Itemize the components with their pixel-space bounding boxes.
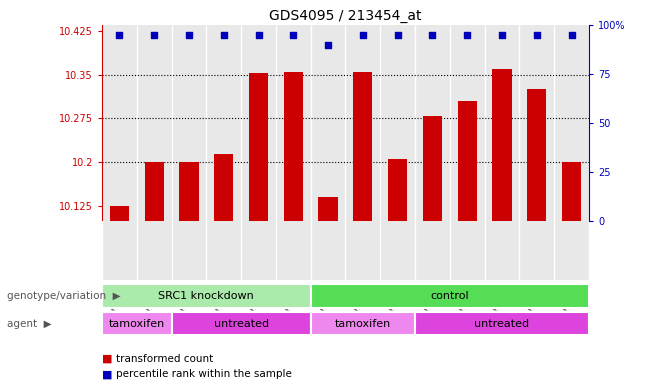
Bar xyxy=(172,312,311,335)
Text: agent  ▶: agent ▶ xyxy=(7,318,51,329)
Point xyxy=(253,32,264,38)
Bar xyxy=(415,312,589,335)
Bar xyxy=(180,162,199,221)
Text: untreated: untreated xyxy=(214,318,268,329)
Point xyxy=(497,32,507,38)
Point xyxy=(532,32,542,38)
Text: untreated: untreated xyxy=(474,318,530,329)
Bar xyxy=(249,73,268,221)
Text: tamoxifen: tamoxifen xyxy=(335,318,391,329)
Point xyxy=(427,32,438,38)
Point xyxy=(149,32,159,38)
Point xyxy=(288,32,299,38)
Title: GDS4095 / 213454_at: GDS4095 / 213454_at xyxy=(269,8,422,23)
Text: ■: ■ xyxy=(102,354,116,364)
Bar xyxy=(102,312,172,335)
Bar xyxy=(311,283,589,308)
Bar xyxy=(311,312,415,335)
Text: transformed count: transformed count xyxy=(116,354,214,364)
Bar xyxy=(284,72,303,221)
Point xyxy=(114,32,124,38)
Text: genotype/variation  ▶: genotype/variation ▶ xyxy=(7,291,120,301)
Point xyxy=(184,32,194,38)
Bar xyxy=(353,72,372,221)
Bar xyxy=(110,205,129,221)
Text: SRC1 knockdown: SRC1 knockdown xyxy=(159,291,254,301)
Bar xyxy=(492,69,511,221)
Point xyxy=(567,32,577,38)
Bar xyxy=(145,162,164,221)
Bar xyxy=(457,101,477,221)
Bar xyxy=(388,159,407,221)
Point xyxy=(357,32,368,38)
Bar xyxy=(527,89,546,221)
Text: ■: ■ xyxy=(102,369,116,379)
Point xyxy=(323,41,334,48)
Bar xyxy=(102,283,311,308)
Text: control: control xyxy=(430,291,469,301)
Bar xyxy=(562,162,581,221)
Point xyxy=(392,32,403,38)
Bar xyxy=(318,197,338,221)
Text: percentile rank within the sample: percentile rank within the sample xyxy=(116,369,292,379)
Bar xyxy=(423,116,442,221)
Point xyxy=(218,32,229,38)
Bar xyxy=(214,154,234,221)
Point xyxy=(462,32,472,38)
Text: tamoxifen: tamoxifen xyxy=(109,318,165,329)
